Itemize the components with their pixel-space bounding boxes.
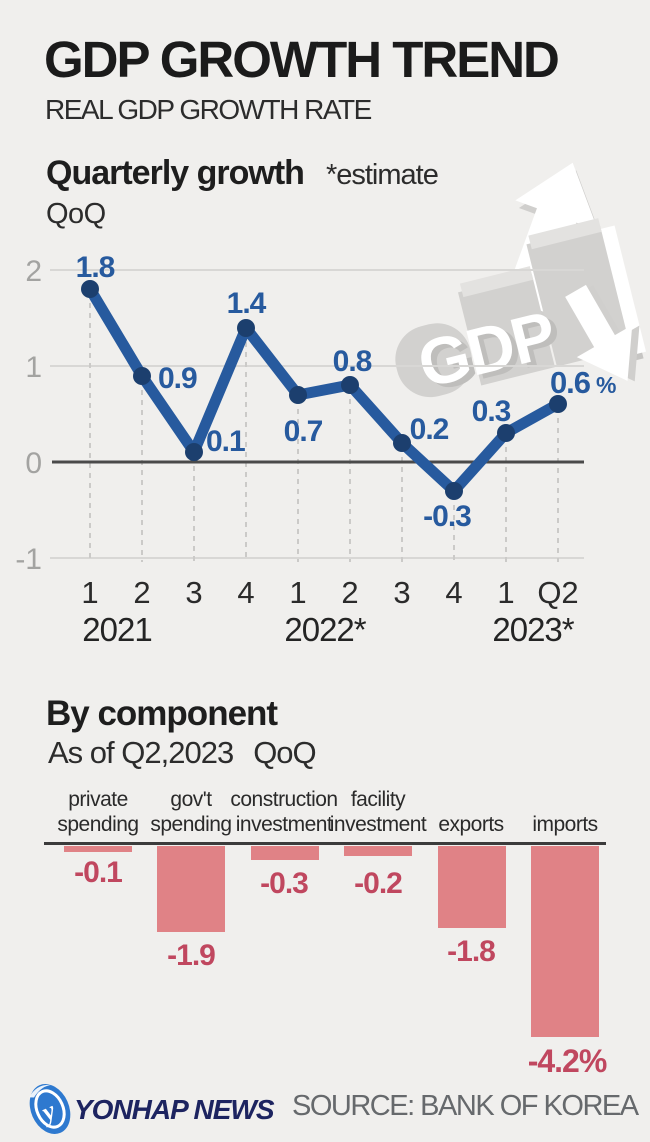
estimate-note: *estimate (325, 159, 439, 191)
bar-value: -0.1 (74, 856, 123, 889)
bar-category: private spending (57, 788, 139, 837)
yonhap-logo-icon: y (29, 1084, 71, 1134)
bar-category: gov't spending (150, 788, 232, 837)
x-tick: 4 (445, 575, 462, 610)
x-tick: 1 (81, 575, 98, 610)
bar-exports (437, 846, 506, 928)
x-tick: 3 (393, 575, 410, 610)
line-chart-heading: Quarterly growth *estimate (46, 154, 439, 193)
x-tick: 1 (497, 575, 514, 610)
bar-facility-investment (344, 846, 412, 856)
bar-govt-spending (157, 846, 225, 932)
bar-category: imports (532, 813, 598, 837)
bar-construction-investment (250, 846, 319, 860)
point-label: 0.9 (158, 362, 197, 395)
point-label: 0.2 (410, 413, 449, 446)
page-subtitle: REAL GDP GROWTH RATE (45, 94, 372, 125)
bar-value: -1.8 (447, 935, 496, 968)
bar-category: construction investment (230, 788, 338, 837)
bar-imports (531, 846, 599, 1037)
down-arrow-icon (565, 284, 640, 382)
bar-chart-subtitle: As of Q2,2023 QoQ (48, 735, 317, 771)
percent-suffix: % (596, 372, 616, 398)
bar-value: -1.9 (167, 939, 216, 972)
quarterly-growth-line-chart: 2 1 0 -1 1.8 0. (15, 251, 616, 648)
x-tick: 3 (185, 575, 202, 610)
x-tick: 1 (289, 575, 306, 610)
bar-private-spending (64, 846, 132, 852)
bar-value: -0.2 (354, 867, 403, 900)
y-tick: 2 (25, 255, 42, 288)
point-label: 0.7 (284, 415, 323, 448)
bar-chart-unit: QoQ (253, 735, 316, 770)
point-label: 0.3 (472, 395, 511, 428)
brand-name: YONHAP NEWS (74, 1094, 275, 1125)
x-tick: 4 (237, 575, 254, 610)
data-point-dots (81, 280, 567, 500)
point-label: 0.1 (206, 425, 245, 458)
year-label: 2023* (492, 611, 574, 648)
dashed-guides (89, 303, 559, 562)
x-tick: Q2 (537, 575, 578, 610)
bar-value: -0.3 (260, 867, 309, 900)
line-series (84, 283, 564, 497)
y-tick: -1 (15, 543, 42, 576)
line-chart-title: Quarterly growth (46, 154, 305, 192)
bar-value-imports: -4.2% (527, 1043, 608, 1079)
year-label: 2022* (284, 611, 366, 648)
point-label: 0.8 (333, 345, 372, 378)
point-label: 1.8 (76, 251, 115, 284)
bar-category: facility investment (329, 788, 427, 837)
page-title: GDP GROWTH TREND (44, 31, 560, 88)
bar-baseline (44, 842, 606, 845)
y-tick: 1 (25, 351, 42, 384)
bar-chart-title: By component (46, 694, 278, 733)
source-credit: SOURCE: BANK OF KOREA (292, 1090, 639, 1122)
gdp-3d-icon: GDP GDP (395, 162, 646, 400)
x-tick: 2 (341, 575, 358, 610)
point-label: 1.4 (227, 287, 267, 320)
x-tick: 2 (133, 575, 150, 610)
line-chart-unit: QoQ (46, 198, 106, 230)
bar-chart-asof: As of Q2,2023 (48, 735, 234, 770)
y-tick: 0 (25, 447, 42, 480)
point-label: -0.3 (423, 500, 471, 533)
point-label-latest: 0.6 (550, 365, 591, 400)
bar-category: exports (438, 813, 504, 837)
year-label: 2021 (82, 611, 151, 648)
